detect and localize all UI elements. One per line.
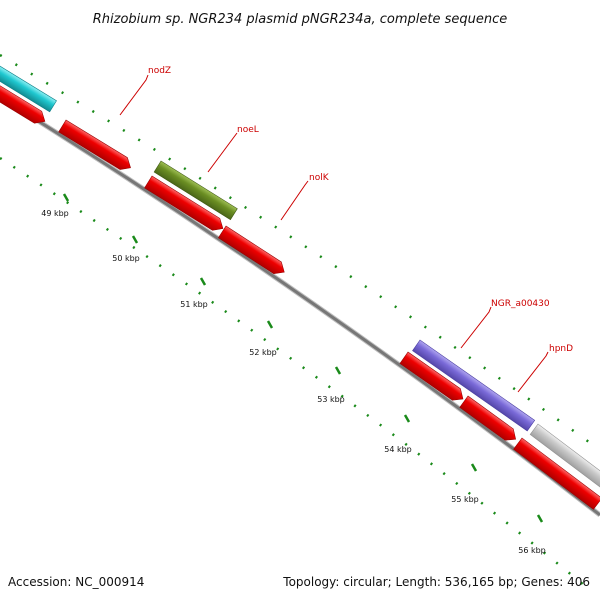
gene-label-noeL[interactable]: noeL (237, 125, 259, 135)
cds-arrow[interactable] (58, 119, 135, 174)
map-title: Rhizobium sp. NGR234 plasmid pNGR234a, c… (93, 12, 508, 27)
cds-arrow[interactable] (0, 81, 49, 127)
ruler-label-52: 52 kbp (249, 348, 277, 357)
purple-feature[interactable] (412, 339, 536, 432)
cds-arrow[interactable] (399, 351, 467, 405)
ruler-major-ticks (62, 193, 544, 523)
ruler-label-53: 53 kbp (317, 395, 345, 404)
ruler-label-55: 55 kbp (451, 495, 479, 504)
cds-arrow[interactable] (144, 175, 227, 235)
cds-arrow[interactable] (217, 225, 288, 278)
label-leaders (119, 74, 549, 393)
accession-text: Accession: NC_000914 (8, 575, 144, 589)
gene-label-nolK[interactable]: nolK (309, 173, 330, 183)
inner-tick-track (0, 156, 591, 591)
ruler-label-51: 51 kbp (180, 300, 208, 309)
gene-label-nodZ[interactable]: nodZ (148, 66, 171, 76)
gray-feature[interactable] (529, 423, 600, 489)
olive-feature[interactable] (153, 160, 238, 221)
ruler-label-49: 49 kbp (41, 209, 69, 218)
summary-text: Topology: circular; Length: 536,165 bp; … (282, 575, 590, 589)
gene-label-NGR_a00430[interactable]: NGR_a00430 (491, 299, 550, 309)
cds-arrow[interactable] (513, 437, 600, 510)
ruler-label-50: 50 kbp (112, 254, 140, 263)
ruler-label-56: 56 kbp (518, 546, 546, 555)
cyan-feature[interactable] (0, 59, 57, 113)
cds-arrow[interactable] (459, 395, 520, 445)
gene-label-hpnD[interactable]: hpnD (549, 344, 573, 354)
outer-tick-track (0, 53, 600, 452)
ruler-label-54: 54 kbp (384, 445, 412, 454)
